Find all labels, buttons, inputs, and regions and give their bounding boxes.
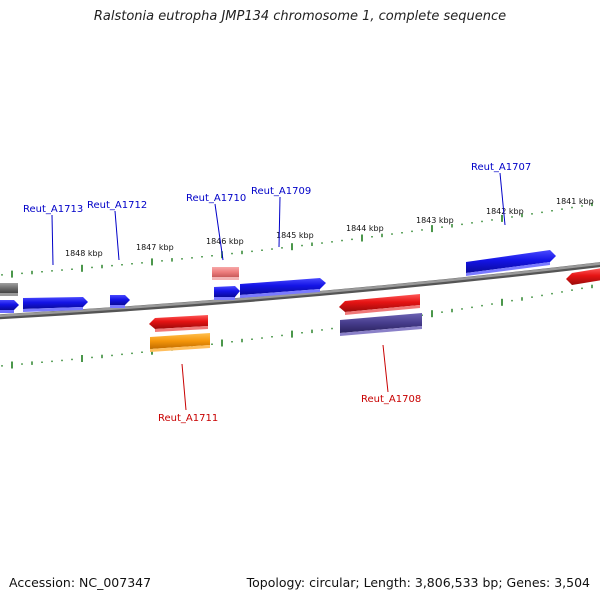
gene-reut-a1713[interactable] — [23, 297, 88, 312]
gene-label[interactable]: Reut_A1707 — [471, 162, 531, 173]
gene-reut-a1708-partner[interactable] — [340, 313, 422, 336]
gene-reut-a1709[interactable] — [240, 278, 326, 298]
kbp-label: 1848 kbp — [65, 249, 103, 258]
kbp-scale: 1848 kbp 1847 kbp 1846 kbp 1845 kbp 1844… — [65, 197, 594, 258]
accession-text: Accession: NC_007347 — [9, 575, 152, 590]
gene-label[interactable]: Reut_A1710 — [186, 193, 246, 204]
gene-label[interactable]: Reut_A1709 — [251, 186, 311, 197]
forward-genes — [0, 250, 556, 313]
gene-label[interactable]: Reut_A1712 — [87, 200, 147, 211]
sequence-summary: Topology: circular; Length: 3,806,533 bp… — [246, 575, 590, 590]
gene-reut-a1707[interactable] — [466, 250, 556, 276]
kbp-label: 1846 kbp — [206, 237, 244, 246]
gene-reut-a1710-upstream[interactable] — [212, 267, 239, 280]
gene-gray-partial[interactable] — [0, 283, 18, 296]
upper-tick-track — [1, 202, 593, 278]
backbone — [0, 262, 600, 320]
kbp-label: 1843 kbp — [416, 216, 454, 225]
gene-forward-partial-left[interactable] — [0, 300, 19, 313]
gene-label[interactable]: Reut_A1708 — [361, 394, 421, 405]
gene-reut-a1710[interactable] — [214, 286, 240, 300]
gene-label[interactable]: Reut_A1713 — [23, 204, 83, 215]
map-title: Ralstonia eutropha JMP134 chromosome 1, … — [93, 9, 507, 24]
gene-reut-a1711-partner[interactable] — [150, 333, 210, 352]
gene-labels: Reut_A1713 Reut_A1712 Reut_A1710 Reut_A1… — [23, 162, 531, 424]
gene-reverse-right-edge[interactable] — [566, 268, 600, 285]
kbp-label: 1847 kbp — [136, 243, 174, 252]
gene-reut-a1712[interactable] — [110, 295, 130, 308]
kbp-label: 1841 kbp — [556, 197, 594, 206]
reverse-genes — [149, 268, 600, 352]
gene-reut-a1711[interactable] — [149, 315, 208, 332]
kbp-label: 1842 kbp — [486, 207, 524, 216]
kbp-label: 1844 kbp — [346, 224, 384, 233]
kbp-label: 1845 kbp — [276, 231, 314, 240]
gene-label[interactable]: Reut_A1711 — [158, 413, 218, 424]
gene-reut-a1708[interactable] — [339, 294, 420, 315]
label-leaders — [51, 172, 506, 411]
